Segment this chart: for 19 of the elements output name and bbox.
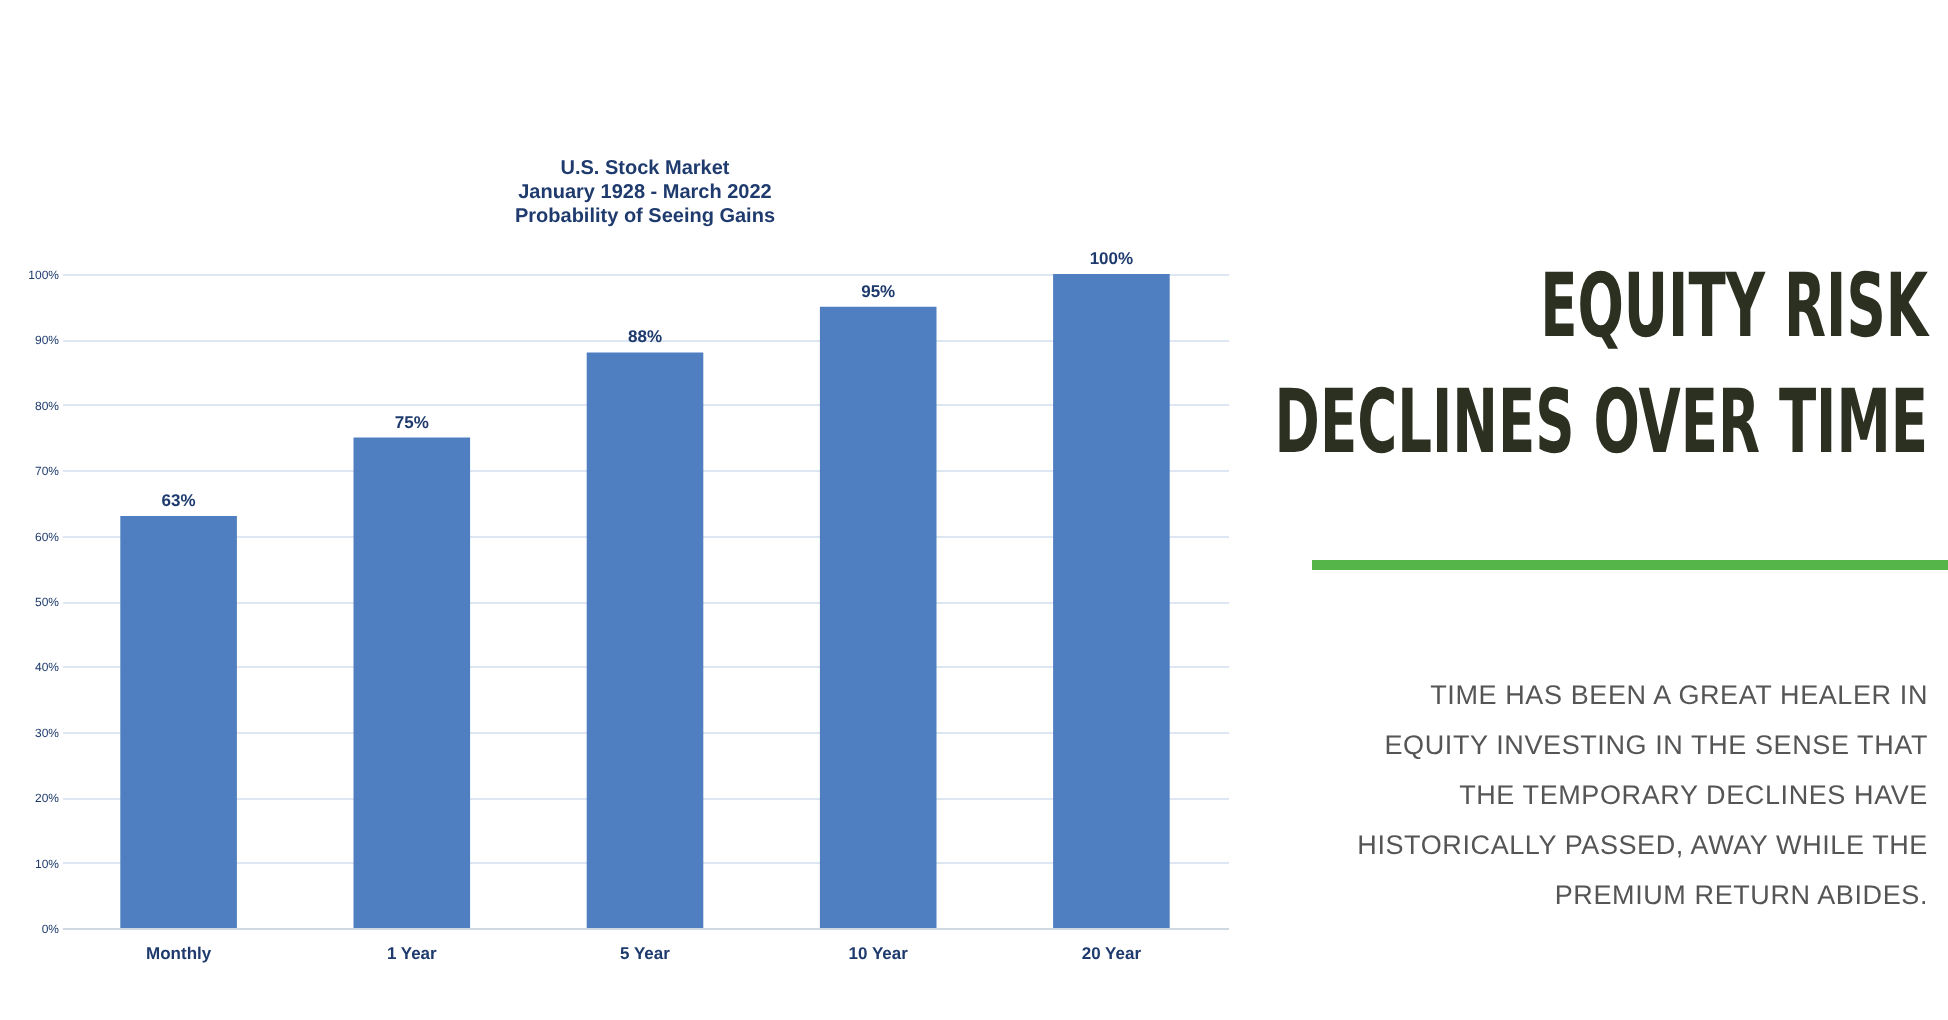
data-label: 63%: [161, 489, 197, 510]
x-tick-label: 5 Year: [620, 943, 672, 963]
data-label: 100%: [1089, 248, 1135, 268]
x-tick-label: 10 Year: [848, 943, 910, 963]
bar: [120, 515, 237, 928]
x-tick-label: 20 Year: [1081, 943, 1143, 963]
text: TIME HAS BEEN A GREAT HEALER IN EQUITY INVESTING IN THE SENSE THAT THE TEMPORARY DECLINES HAVE HISTORICALLY PASSED, AWAY WHILE THE PREMIUM RETURN ABIDES.: [1355, 678, 1928, 914]
x-tick-label: Monthly: [146, 943, 212, 963]
data-label: 75%: [394, 411, 430, 432]
bar: [586, 352, 704, 928]
bar: [819, 306, 937, 928]
bar: [353, 437, 471, 928]
data-label: 88%: [627, 326, 663, 347]
x-tick-label: 1 Year: [386, 943, 439, 963]
bar: [1053, 274, 1170, 928]
chart-subtitle: January 1928 - March 2022 Probability of Seeing Gains: [514, 182, 776, 228]
chart-title: U.S. Stock Market: [560, 158, 731, 180]
text: EQUITY RISK DECLINES OVER TIME: [1272, 254, 1928, 478]
data-label: 95%: [861, 280, 897, 301]
